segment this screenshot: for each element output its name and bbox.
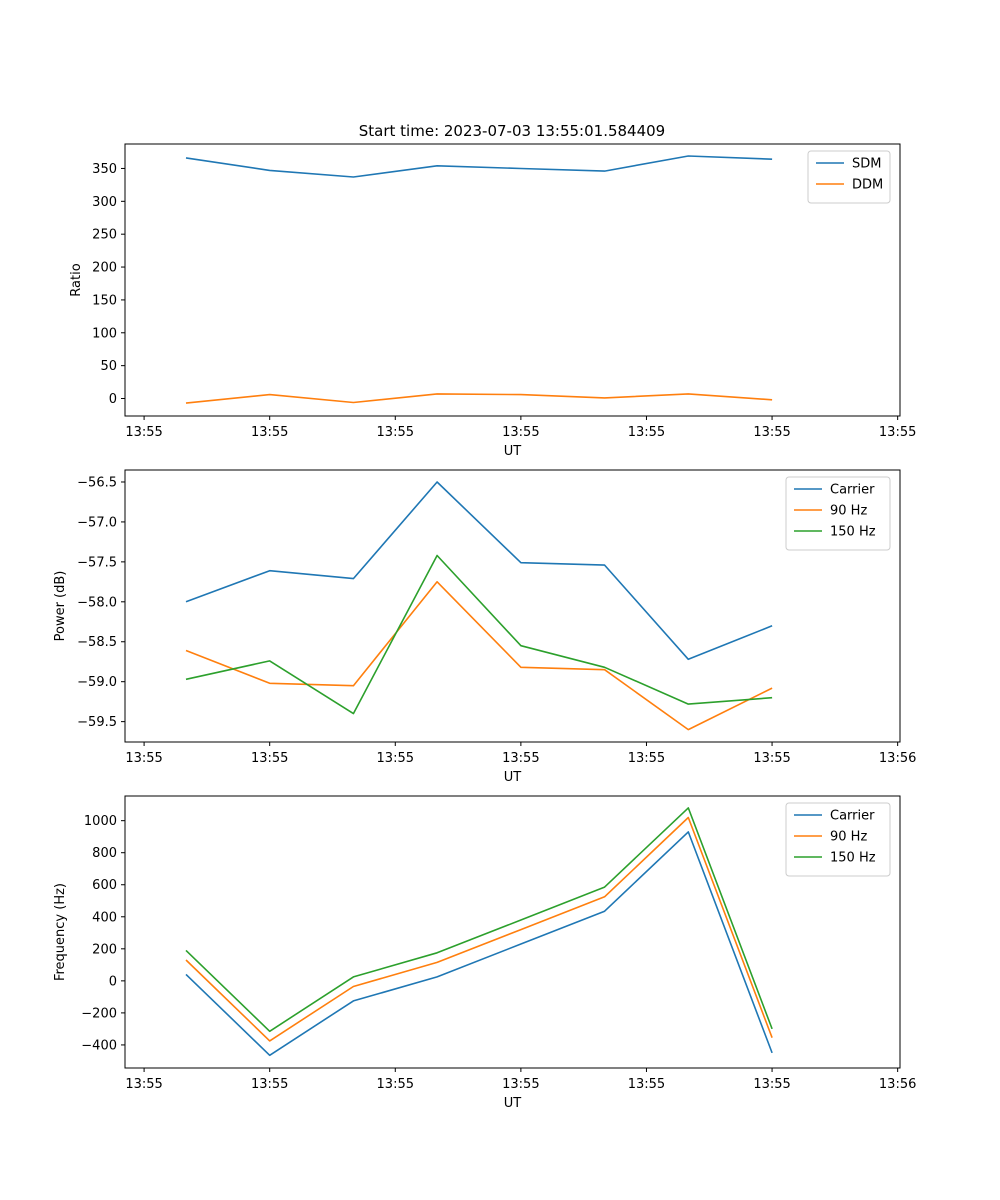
axes-frame	[124, 469, 901, 743]
legend-label: DDM	[852, 178, 883, 193]
series-line-90-hz	[185, 580, 773, 731]
y-tick-label: −400	[81, 1038, 117, 1053]
y-tick-label: 300	[92, 195, 117, 210]
x-tick-label: 13:55	[502, 1077, 539, 1092]
x-axis-label: UT	[504, 1096, 522, 1111]
y-tick-label: 200	[92, 261, 117, 276]
legend-label: 90 Hz	[830, 504, 867, 519]
legend: Carrier 90 Hz 150 Hz	[785, 476, 891, 551]
series-line-carrier	[185, 831, 773, 1057]
y-tick-label: 800	[92, 846, 117, 861]
y-tick-label: 150	[92, 293, 117, 308]
x-tick-label: 13:55	[377, 751, 414, 766]
y-tick-label: 0	[109, 974, 117, 989]
x-tick-label: 13:55	[628, 1077, 665, 1092]
y-tick-label: −59.5	[77, 715, 117, 730]
x-tick-label: 13:55	[125, 425, 162, 440]
y-tick-label: −57.0	[77, 515, 117, 530]
x-tick-label: 13:55	[502, 425, 539, 440]
x-tick-label: 13:55	[628, 425, 665, 440]
axes-frame	[124, 795, 901, 1069]
x-tick-label: 13:55	[879, 425, 916, 440]
y-axis-label: Frequency (Hz)	[53, 883, 68, 981]
series-line-150-hz	[185, 554, 773, 715]
y-tick-label: −59.0	[77, 675, 117, 690]
x-tick-label: 13:55	[753, 425, 790, 440]
panels: 13:55 13:55 13:55 13:55 13:55 13:55 13:55 0 50 10…	[53, 143, 916, 1111]
chart-title: Start time: 2023-07-03 13:55:01.584409	[359, 122, 665, 140]
y-tick-label: −200	[81, 1006, 117, 1021]
y-axis-label: Power (dB)	[53, 571, 68, 642]
x-tick-label: 13:55	[377, 425, 414, 440]
x-tick-label: 13:55	[251, 751, 288, 766]
y-tick-label: 1000	[84, 814, 117, 829]
y-tick-label: 100	[92, 326, 117, 341]
y-tick-label: −58.0	[77, 595, 117, 610]
x-axis-label: UT	[504, 770, 522, 785]
x-tick-label: 13:55	[125, 1077, 162, 1092]
x-tick-label: 13:55	[753, 1077, 790, 1092]
x-tick-label: 13:55	[251, 425, 288, 440]
x-axis-label: UT	[504, 444, 522, 459]
panel-2: 13:55 13:55 13:55 13:55 13:55 13:55 13:56 −56.5…	[53, 469, 916, 785]
legend-box	[807, 150, 891, 204]
x-tick-label: 13:55	[753, 751, 790, 766]
series-line-sdm	[185, 155, 773, 178]
x-tick-label: 13:55	[251, 1077, 288, 1092]
legend-label: SDM	[852, 157, 881, 172]
y-tick-label: −57.5	[77, 555, 117, 570]
series-line-carrier	[185, 481, 773, 661]
series-line-150-hz	[185, 807, 773, 1033]
y-tick-label: −56.5	[77, 475, 117, 490]
series-line-90-hz	[185, 816, 773, 1042]
x-tick-label: 13:55	[377, 1077, 414, 1092]
axes-frame	[124, 143, 901, 417]
y-tick-label: 250	[92, 228, 117, 243]
legend-label: 150 Hz	[830, 525, 876, 540]
y-tick-label: 350	[92, 162, 117, 177]
legend-label: 150 Hz	[830, 851, 876, 866]
legend-label: 90 Hz	[830, 830, 867, 845]
panel-1: 13:55 13:55 13:55 13:55 13:55 13:55 13:55 0 50 10…	[69, 143, 916, 459]
y-tick-label: −58.5	[77, 635, 117, 650]
legend-label: Carrier	[830, 809, 875, 824]
legend-label: Carrier	[830, 483, 875, 498]
y-tick-label: 400	[92, 910, 117, 925]
y-axis-label: Ratio	[69, 263, 84, 296]
x-tick-label: 13:56	[879, 1077, 916, 1092]
legend: Carrier 90 Hz 150 Hz	[785, 802, 891, 877]
x-tick-label: 13:56	[879, 751, 916, 766]
panel-3: 13:55 13:55 13:55 13:55 13:55 13:55 13:56 1000 8…	[53, 795, 916, 1111]
x-tick-label: 13:55	[125, 751, 162, 766]
y-tick-label: 200	[92, 942, 117, 957]
series-line-ddm	[185, 393, 773, 404]
legend: SDM DDM	[807, 150, 891, 204]
y-tick-label: 600	[92, 878, 117, 893]
y-tick-label: 0	[109, 392, 117, 407]
y-tick-label: 50	[100, 359, 117, 374]
x-tick-label: 13:55	[502, 751, 539, 766]
x-tick-label: 13:55	[628, 751, 665, 766]
